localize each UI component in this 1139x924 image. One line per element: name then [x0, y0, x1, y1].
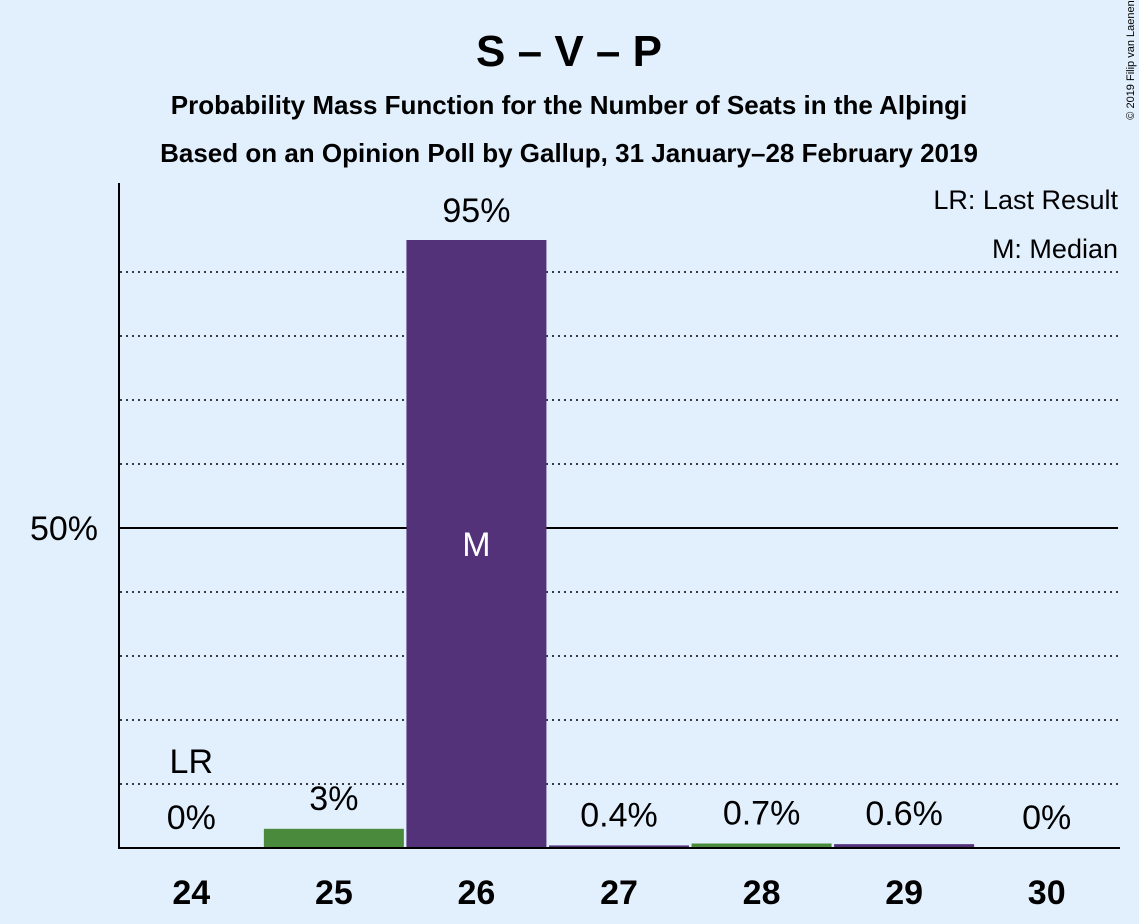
copyright-text: © 2019 Filip van Laenen [1125, 0, 1137, 119]
chart-subtitle-1: Probability Mass Function for the Number… [171, 90, 967, 120]
x-tick-24: 24 [172, 874, 210, 912]
data-label-25: 3% [309, 780, 358, 818]
x-tick-27: 27 [600, 874, 638, 912]
bar-29 [834, 844, 975, 848]
median-marker: M [462, 526, 490, 564]
data-labels: 0% LR 3% 95% M 0.4% 0.7% 0.6% 0% [167, 192, 1072, 837]
x-tick-29: 29 [885, 874, 923, 912]
chart-subtitle-2: Based on an Opinion Poll by Gallup, 31 J… [160, 138, 978, 168]
legend-last-result: LR: Last Result [933, 185, 1118, 215]
data-label-30: 0% [1022, 799, 1071, 837]
data-label-28: 0.7% [723, 795, 801, 833]
data-label-29: 0.6% [865, 795, 943, 833]
last-result-marker: LR [170, 743, 213, 781]
data-label-27: 0.4% [580, 796, 658, 834]
data-label-24: 0% [167, 799, 216, 837]
bar-28 [691, 843, 832, 848]
x-tick-30: 30 [1028, 874, 1066, 912]
gridlines [120, 271, 1118, 785]
bar-26 [406, 240, 547, 848]
x-tick-26: 26 [458, 874, 496, 912]
y-tick-labels: 50% [30, 510, 98, 548]
legend-median: M: Median [992, 234, 1118, 264]
data-label-26: 95% [442, 192, 510, 230]
x-tick-25: 25 [315, 874, 353, 912]
x-tick-labels: 24 25 26 27 28 29 30 [172, 874, 1065, 912]
bar-25 [263, 828, 404, 848]
bar-27 [549, 845, 689, 848]
y-tick-50: 50% [30, 510, 98, 548]
bars [263, 240, 975, 848]
x-tick-28: 28 [743, 874, 781, 912]
chart-title: S – V – P [476, 27, 662, 76]
